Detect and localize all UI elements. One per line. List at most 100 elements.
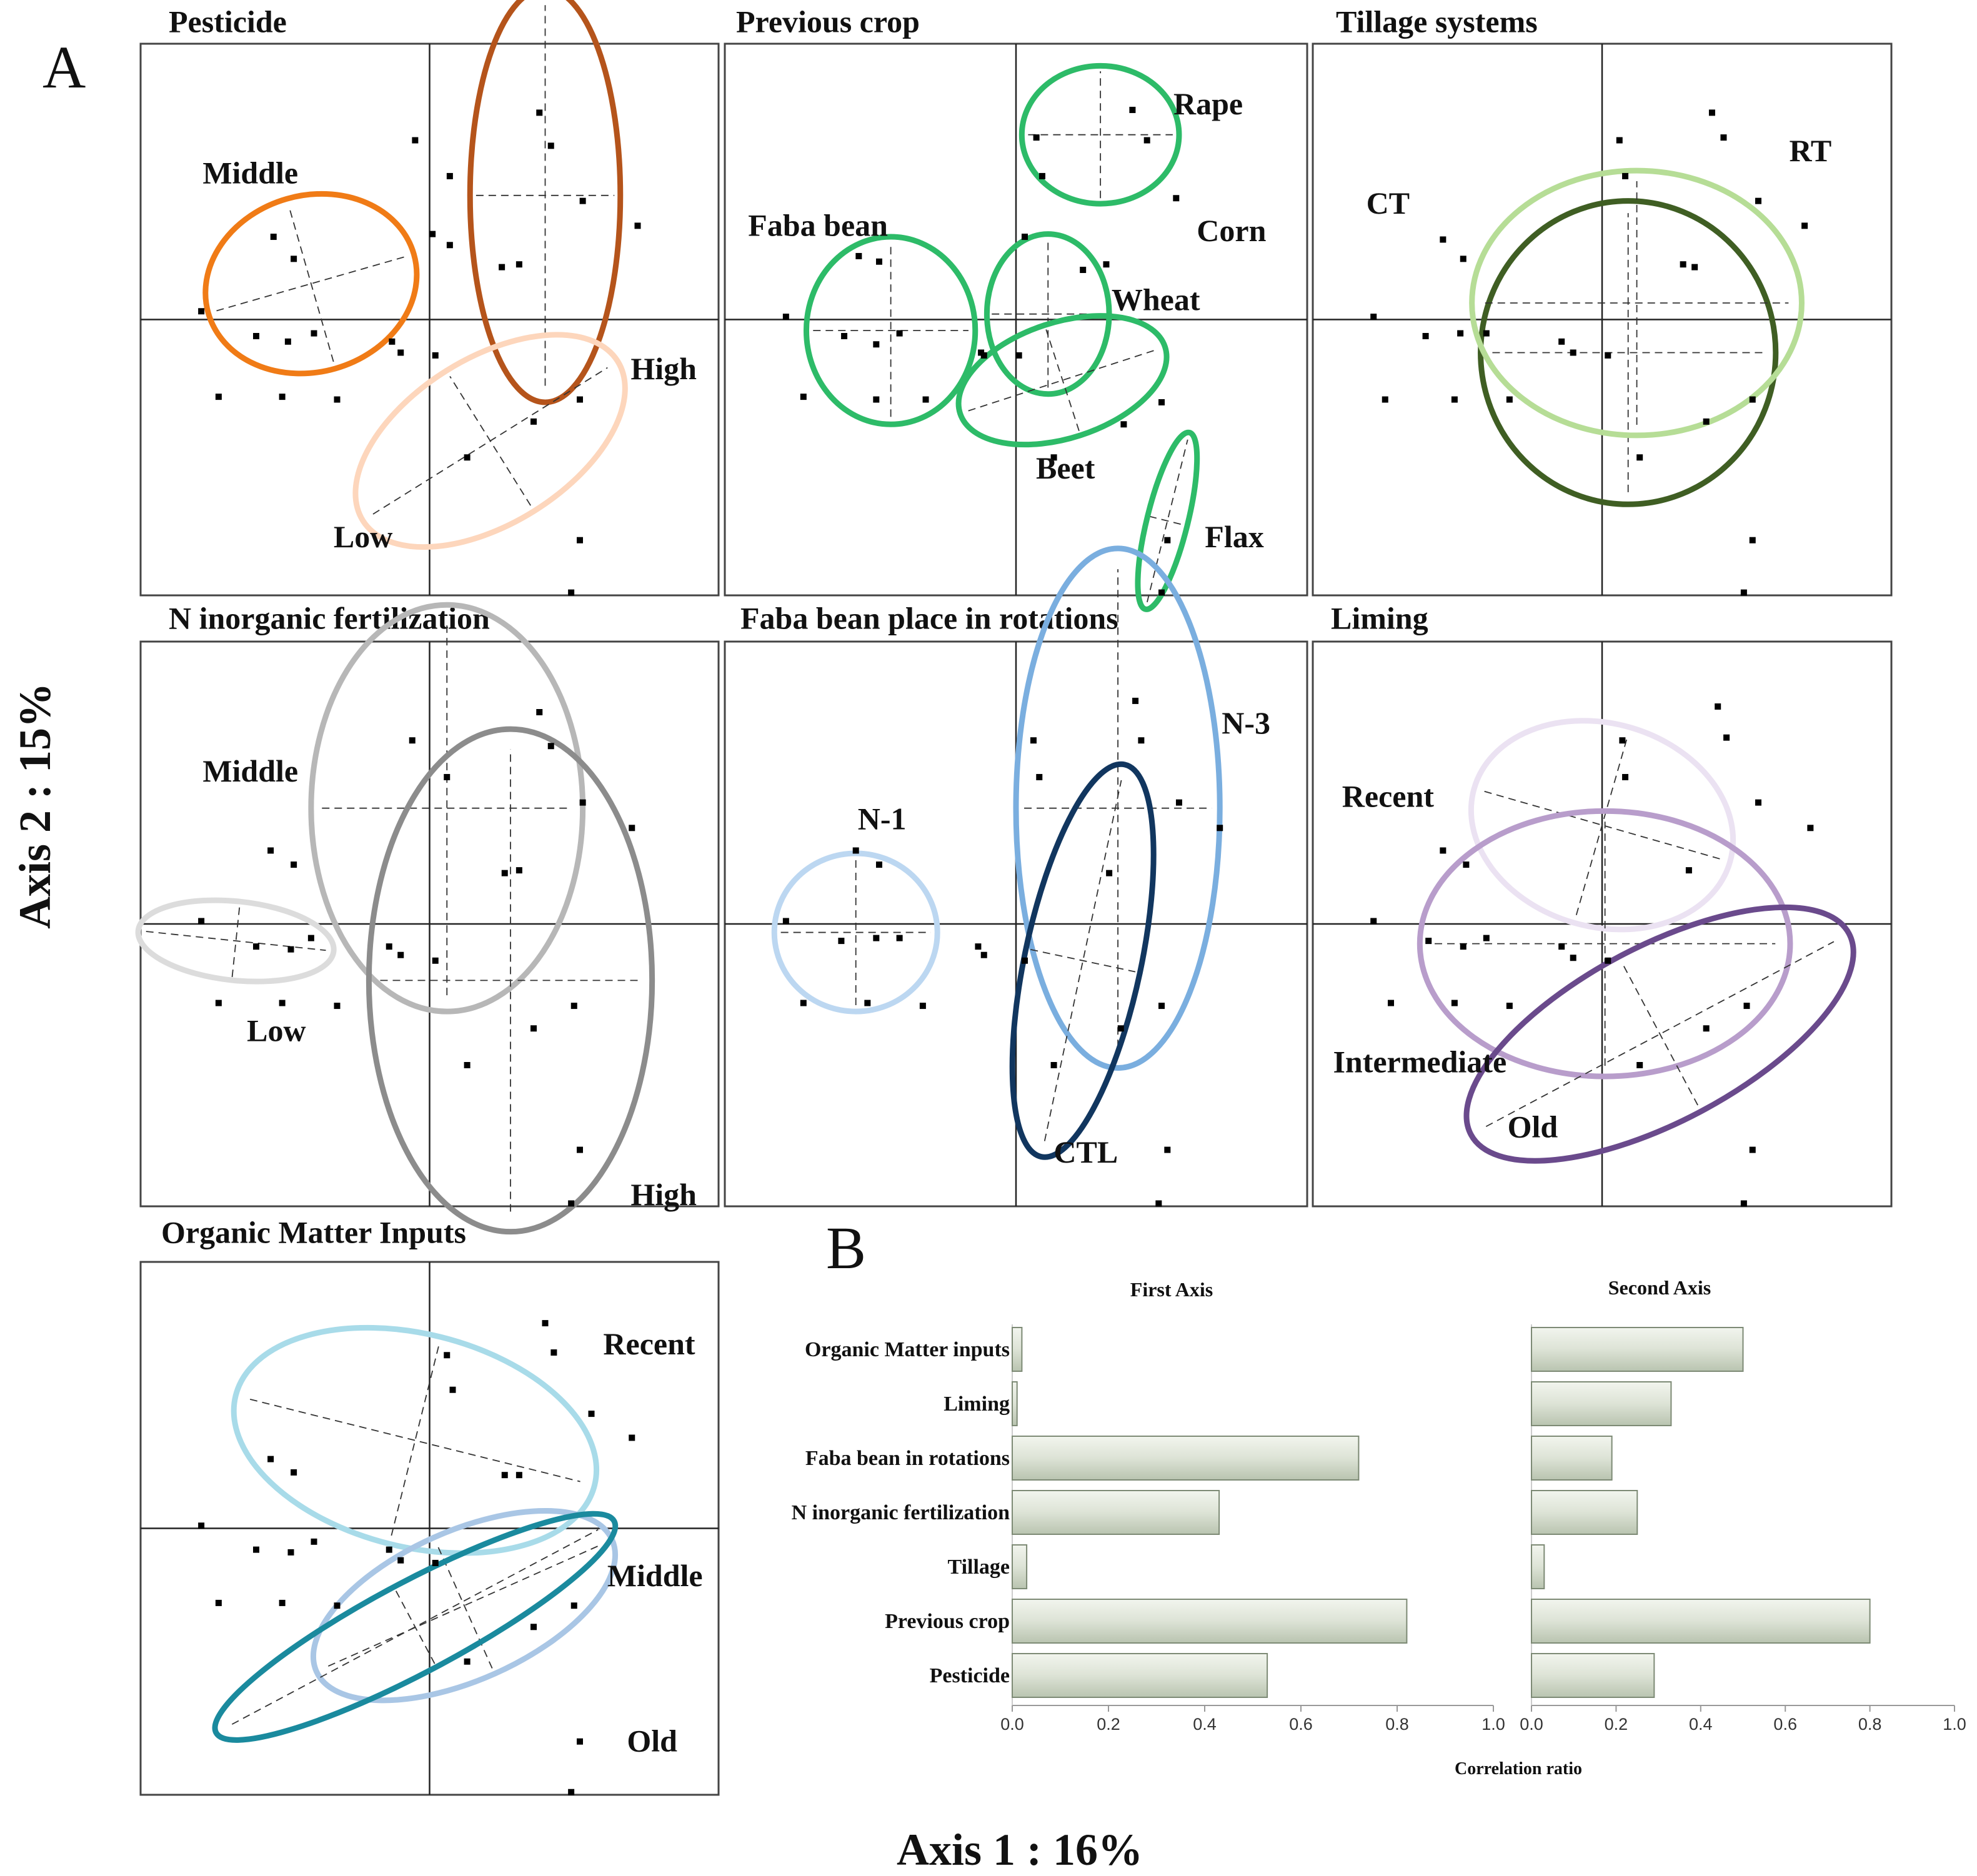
data-point bbox=[1558, 338, 1565, 345]
bar-tick-label: 0.6 bbox=[1289, 1715, 1313, 1734]
data-point bbox=[1807, 825, 1814, 831]
group-label-beet: Beet bbox=[1036, 450, 1095, 485]
data-point bbox=[1460, 943, 1467, 950]
data-point bbox=[215, 394, 222, 400]
data-point bbox=[444, 773, 451, 780]
data-point bbox=[1740, 589, 1747, 596]
data-point bbox=[279, 394, 286, 400]
data-point bbox=[1619, 737, 1626, 744]
data-point bbox=[267, 1456, 274, 1462]
data-point bbox=[1440, 236, 1447, 243]
data-point bbox=[1120, 421, 1127, 428]
data-point bbox=[1117, 1025, 1124, 1032]
bar-tick-label: 0.8 bbox=[1385, 1715, 1409, 1734]
data-point bbox=[397, 349, 404, 356]
data-point bbox=[253, 943, 259, 950]
data-point bbox=[634, 222, 641, 229]
data-point bbox=[1382, 396, 1388, 403]
data-point bbox=[1158, 1003, 1165, 1010]
data-point bbox=[1050, 454, 1057, 461]
panel-title: Pesticide bbox=[169, 4, 287, 39]
data-point bbox=[782, 314, 789, 320]
group-star-line bbox=[1148, 515, 1186, 526]
data-point bbox=[386, 1546, 392, 1553]
group-label-ctl: CTL bbox=[1053, 1134, 1118, 1169]
data-point bbox=[409, 737, 416, 744]
bar-category-label: Organic Matter inputs bbox=[805, 1338, 1010, 1361]
data-point bbox=[1616, 137, 1623, 144]
data-point bbox=[515, 867, 522, 874]
group-ellipse-high bbox=[467, 0, 624, 405]
scatter-panel-pesticide: Pesticide Middle High Low bbox=[139, 0, 720, 597]
data-point bbox=[547, 142, 554, 149]
data-point bbox=[852, 847, 859, 854]
data-point bbox=[919, 1003, 926, 1010]
bar-chart-title: First Axis bbox=[1130, 1278, 1213, 1301]
group-star-line bbox=[968, 349, 1157, 412]
data-point bbox=[875, 258, 882, 265]
data-point bbox=[1755, 799, 1762, 806]
bar-previous-crop bbox=[1012, 1599, 1408, 1644]
data-point bbox=[1457, 330, 1464, 337]
data-point bbox=[1021, 234, 1028, 241]
data-point bbox=[397, 951, 404, 958]
bar-category-label: N inorganic fertilization bbox=[792, 1501, 1010, 1524]
data-point bbox=[1755, 197, 1762, 204]
data-point bbox=[1708, 109, 1715, 116]
data-point bbox=[279, 1599, 286, 1606]
data-point bbox=[311, 1538, 317, 1545]
data-point bbox=[980, 951, 987, 958]
data-point bbox=[568, 589, 575, 596]
data-point bbox=[629, 825, 635, 831]
data-point bbox=[1015, 352, 1022, 359]
bar-liming bbox=[1531, 1381, 1672, 1426]
data-point bbox=[1720, 134, 1727, 141]
bar-category-label: Liming bbox=[944, 1392, 1010, 1416]
bar-category-label: Previous crop bbox=[885, 1610, 1010, 1633]
data-point bbox=[267, 847, 274, 854]
group-label-rt: RT bbox=[1790, 133, 1832, 168]
bar-tick-label: 0.2 bbox=[1605, 1715, 1628, 1734]
data-point bbox=[1033, 134, 1040, 141]
group-star-line bbox=[1485, 941, 1835, 1128]
data-point bbox=[215, 1000, 222, 1006]
data-point bbox=[291, 1469, 297, 1476]
panel-a-letter: A bbox=[42, 34, 86, 101]
data-point bbox=[1622, 773, 1629, 780]
data-point bbox=[432, 352, 439, 359]
data-point bbox=[1164, 537, 1171, 543]
data-point bbox=[1038, 172, 1045, 179]
data-point bbox=[291, 861, 297, 868]
data-point bbox=[1691, 264, 1698, 270]
data-point bbox=[291, 256, 297, 262]
data-point bbox=[253, 1546, 259, 1553]
panel-title: Tillage systems bbox=[1336, 4, 1538, 39]
data-point bbox=[530, 1025, 537, 1032]
panel-title: Faba bean place in rotations bbox=[740, 600, 1118, 635]
group-label-n-3: N-3 bbox=[1222, 705, 1270, 740]
data-point bbox=[1388, 1000, 1395, 1006]
bar-tillage bbox=[1012, 1544, 1028, 1589]
group-ellipse-n-3 bbox=[1013, 545, 1223, 1071]
bar-tillage bbox=[1531, 1544, 1545, 1589]
group-ellipse-old bbox=[1463, 904, 1856, 1164]
data-point bbox=[446, 172, 453, 179]
bar-liming bbox=[1012, 1381, 1018, 1426]
data-point bbox=[1506, 396, 1513, 403]
bar-chart-second-axis: Second Axis 0.0 0.2 0.4 0.6 0.8 1.0 bbox=[1520, 1276, 1966, 1734]
data-point bbox=[800, 1000, 807, 1006]
data-point bbox=[875, 861, 882, 868]
data-point bbox=[307, 935, 314, 941]
data-point bbox=[577, 537, 583, 543]
group-label-low: Low bbox=[334, 519, 392, 554]
data-point bbox=[1164, 1146, 1171, 1153]
data-point bbox=[838, 938, 845, 945]
bar-n-inorganic-fertilization bbox=[1531, 1490, 1638, 1535]
data-point bbox=[570, 1602, 577, 1609]
data-point bbox=[1050, 1062, 1057, 1068]
data-point bbox=[1132, 697, 1139, 704]
data-point bbox=[215, 1599, 222, 1606]
bar-category-label: Pesticide bbox=[930, 1664, 1010, 1687]
data-point bbox=[1605, 352, 1611, 359]
data-point bbox=[1749, 396, 1756, 403]
